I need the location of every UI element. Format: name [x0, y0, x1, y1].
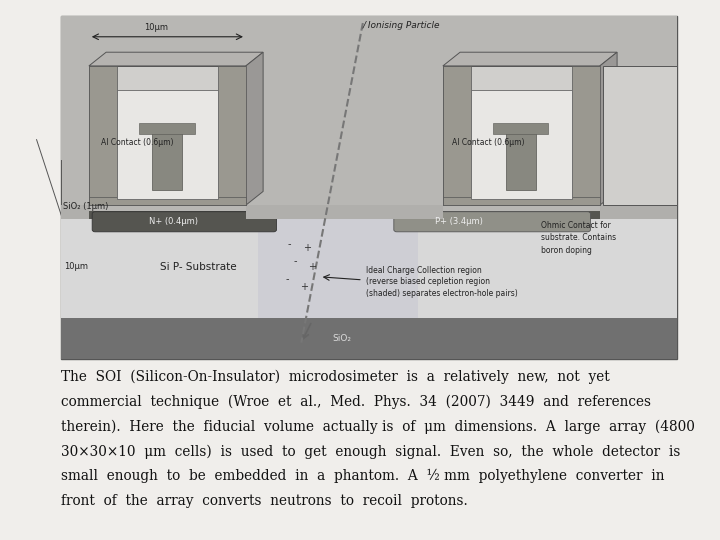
Text: / Ionising Particle: / Ionising Particle — [363, 22, 441, 30]
Bar — [61, 16, 677, 359]
Text: N+ (0.4μm): N+ (0.4μm) — [148, 217, 197, 226]
Bar — [217, 66, 246, 205]
Bar — [246, 205, 443, 219]
Text: SiO₂: SiO₂ — [332, 334, 351, 343]
Text: -: - — [286, 274, 289, 284]
Text: -: - — [293, 256, 297, 266]
Text: commercial  technique  (Wroe  et  al.,  Med.  Phys.  34  (2007)  3449  and  refe: commercial technique (Wroe et al., Med. … — [61, 395, 651, 409]
Bar — [572, 66, 600, 205]
Bar — [153, 131, 182, 190]
Polygon shape — [246, 52, 263, 205]
Bar — [443, 198, 600, 205]
Bar — [506, 131, 536, 190]
Bar — [61, 318, 677, 359]
Text: +: + — [303, 243, 312, 253]
Bar — [600, 205, 677, 219]
Text: SiO₂ (1μm): SiO₂ (1μm) — [63, 202, 109, 211]
Bar — [89, 66, 246, 205]
Text: The  SOI  (Silicon-On-Insulator)  microdosimeter  is  a  relatively  new,  not  : The SOI (Silicon-On-Insulator) microdosi… — [61, 370, 610, 384]
FancyBboxPatch shape — [394, 212, 590, 232]
Bar — [61, 211, 677, 219]
Text: Si P- Substrate: Si P- Substrate — [160, 261, 236, 272]
FancyBboxPatch shape — [92, 212, 276, 232]
Text: Ideal Charge Collection region
(reverse biased cepletion region
(shaded) separat: Ideal Charge Collection region (reverse … — [366, 266, 518, 298]
Text: Al Contact (0.6μm): Al Contact (0.6μm) — [102, 138, 174, 147]
Bar — [603, 66, 677, 205]
Text: small  enough  to  be  embedded  in  a  phantom.  A  ½ mm  polyethylene  convert: small enough to be embedded in a phantom… — [61, 469, 665, 483]
Bar — [493, 123, 549, 134]
Text: therein).  Here  the  fiducial  volume  actually is  of  μm  dimensions.  A  lar: therein). Here the fiducial volume actua… — [61, 420, 695, 434]
Text: 10μm: 10μm — [144, 23, 168, 32]
Bar — [471, 90, 572, 199]
Bar — [139, 123, 194, 134]
Text: front  of  the  array  converts  neutrons  to  recoil  protons.: front of the array converts neutrons to … — [61, 494, 468, 508]
Bar — [443, 66, 471, 205]
Text: +: + — [300, 282, 308, 292]
Bar — [443, 66, 600, 205]
Bar — [61, 16, 677, 215]
Polygon shape — [443, 52, 617, 66]
Bar — [89, 198, 246, 205]
Text: Ohmic Contact for
substrate. Contains
boron doping: Ohmic Contact for substrate. Contains bo… — [541, 221, 616, 255]
Bar — [61, 205, 89, 219]
Text: Al Contact (0.6μm): Al Contact (0.6μm) — [452, 138, 525, 147]
Polygon shape — [600, 52, 617, 205]
Text: -: - — [287, 239, 291, 249]
Bar — [117, 90, 217, 199]
Text: 10μm: 10μm — [64, 262, 88, 271]
Text: 30×30×10  μm  cells)  is  used  to  get  enough  signal.  Even  so,  the  whole : 30×30×10 μm cells) is used to get enough… — [61, 444, 680, 459]
Polygon shape — [89, 52, 263, 66]
Bar — [89, 66, 117, 205]
Bar — [258, 215, 418, 318]
Text: P+ (3.4μm): P+ (3.4μm) — [435, 217, 482, 226]
Bar — [61, 215, 677, 318]
Text: +: + — [308, 261, 316, 272]
